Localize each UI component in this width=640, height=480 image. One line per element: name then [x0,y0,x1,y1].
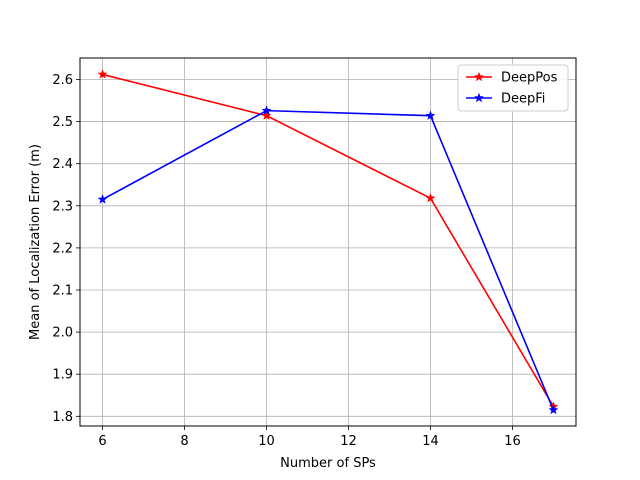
x-axis-ticks: 6 8 10 12 14 16 [98,426,521,449]
data-point-star [425,110,436,121]
data-point-star [261,110,272,121]
y-tick-label: 2.2 [52,241,73,256]
series-line [102,109,555,411]
legend-marker-star [473,71,485,82]
data-point-star [548,404,559,415]
x-tick-label: 16 [504,434,521,449]
x-tick-label: 6 [98,434,106,449]
series-deepfi [97,105,559,415]
data-point-star [97,69,108,79]
x-tick-label: 10 [258,434,275,449]
y-axis-label: Mean of Localization Error (m) [28,144,43,340]
y-tick-label: 2.5 [52,115,73,130]
x-tick-label: 12 [340,434,357,449]
y-tick-label: 2.1 [52,284,73,299]
data-point-star [97,194,108,204]
grid [80,58,576,426]
legend: DeepPos DeepFi [457,64,569,112]
y-tick-label: 2.6 [52,73,73,88]
data-point-star [261,105,272,115]
data-point-star [425,192,436,203]
legend-entry-label: DeepPos [501,71,558,86]
y-tick-label: 2.3 [52,199,73,214]
series-line [102,73,555,408]
y-tick-label: 1.8 [52,410,73,425]
legend-marker-star [473,92,485,103]
x-tick-label: 14 [422,434,439,449]
plot-frame [79,57,577,427]
x-tick-label: 8 [180,434,188,449]
x-axis-label: Number of SPs [280,456,376,471]
y-tick-label: 1.9 [52,368,73,383]
y-axis-ticks: 1.8 1.9 2.0 2.1 2.2 2.3 2.4 2.5 2.6 [52,73,80,425]
y-tick-label: 2.0 [52,326,73,341]
series-lines [97,69,559,415]
y-tick-label: 2.4 [52,157,73,172]
legend-entry-label: DeepFi [501,92,545,107]
